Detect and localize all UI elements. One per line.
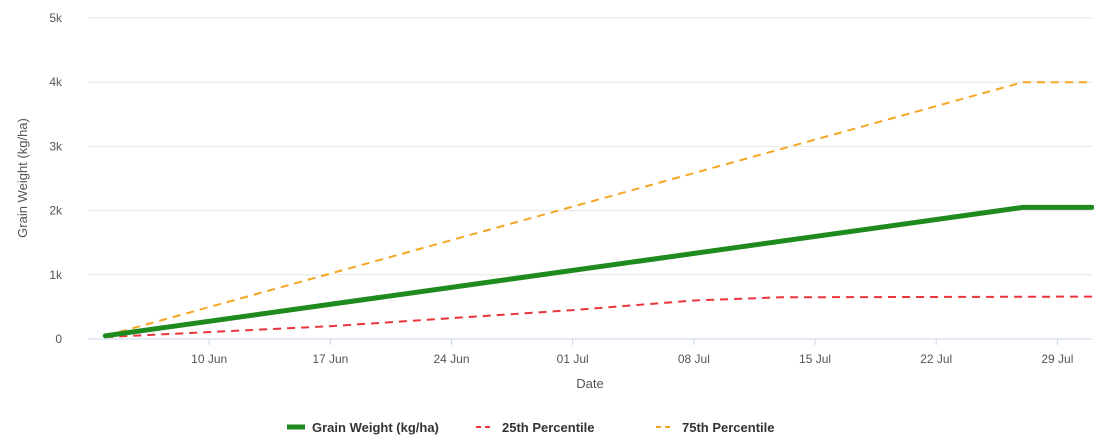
x-tick-label: 17 Jun bbox=[312, 352, 348, 366]
y-tick-label: 4k bbox=[49, 75, 63, 89]
x-tick-label: 22 Jul bbox=[920, 352, 952, 366]
y-tick-label: 0 bbox=[55, 332, 62, 346]
y-axis-title: Grain Weight (kg/ha) bbox=[15, 118, 30, 238]
series-line-grain-weight bbox=[102, 204, 1094, 339]
series-line-75th-percentile bbox=[105, 81, 1092, 337]
y-axis-ticks: 0 1k 2k 3k 4k 5k bbox=[49, 11, 63, 346]
x-tick-label: 10 Jun bbox=[191, 352, 227, 366]
x-tick-label: 08 Jul bbox=[678, 352, 710, 366]
legend-label[interactable]: Grain Weight (kg/ha) bbox=[312, 420, 439, 435]
legend-label[interactable]: 75th Percentile bbox=[682, 420, 775, 435]
y-tick-label: 5k bbox=[49, 11, 63, 25]
legend-label[interactable]: 25th Percentile bbox=[502, 420, 595, 435]
series-line-25th-percentile bbox=[105, 295, 1093, 339]
x-tick-label: 15 Jul bbox=[799, 352, 831, 366]
x-tick-label: 24 Jun bbox=[434, 352, 470, 366]
x-tick-label: 01 Jul bbox=[557, 352, 589, 366]
series-layer bbox=[102, 81, 1094, 339]
legend: Grain Weight (kg/ha) 25th Percentile 75th … bbox=[287, 420, 775, 435]
x-tick-label: 29 Jul bbox=[1041, 352, 1073, 366]
x-axis-title: Date bbox=[576, 376, 603, 391]
y-tick-label: 1k bbox=[49, 268, 63, 282]
grid-layer bbox=[88, 17, 1092, 276]
y-tick-label: 3k bbox=[49, 139, 63, 153]
x-axis-ticks: 10 Jun 17 Jun 24 Jun 01 Jul 08 Jul 15 Jul 22 J… bbox=[191, 339, 1073, 366]
y-tick-label: 2k bbox=[49, 204, 63, 218]
